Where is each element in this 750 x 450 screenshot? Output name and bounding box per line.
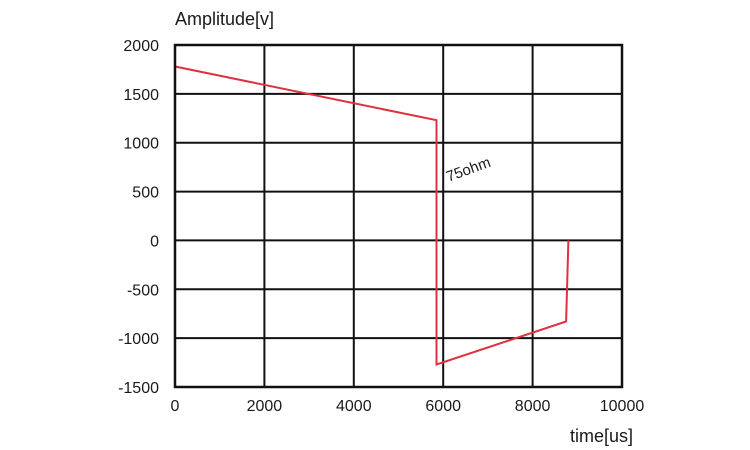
x-tick-label: 6000 [425,398,461,415]
plot-frame [173,43,624,389]
y-tick-label: 0 [150,233,159,250]
y-tick-label: -1000 [118,331,159,348]
annotations: 75ohm [444,154,493,186]
x-tick-label: 10000 [600,398,645,415]
series-layer [174,65,570,366]
tick-labels: 0 2000 4000 6000 8000 10000 -1500 -1000 -500 0 500… [118,38,644,415]
x-tick-label: 8000 [515,398,551,415]
y-tick-label: -1500 [118,380,159,397]
y-tick-label: 2000 [123,38,159,55]
x-tick-label: 2000 [247,398,283,415]
y-tick-label: 1500 [123,87,159,104]
x-tick-label: 0 [171,398,180,415]
x-tick-label: 4000 [336,398,372,415]
y-tick-label: 1000 [123,136,159,153]
grid [174,44,623,388]
plot-border [173,43,624,389]
y-tick-label: -500 [127,282,159,299]
annotation-label: 75ohm [444,154,493,186]
y-tick-label: 500 [132,185,159,202]
x-axis-title: time[us] [570,426,633,446]
y-axis-title: Amplitude[v] [175,9,274,29]
series-line [174,65,570,366]
